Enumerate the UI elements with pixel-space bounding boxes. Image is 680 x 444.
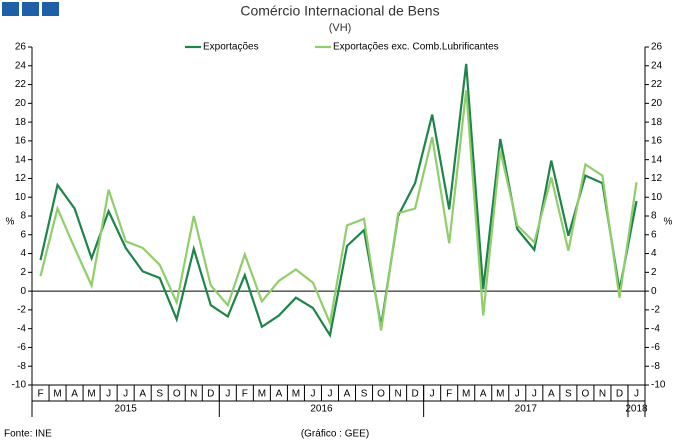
x-tick-label: N: [190, 389, 197, 400]
y-tick-label: 26: [15, 42, 27, 53]
y2-tick-label: -8: [651, 361, 660, 372]
y-axis-label: %: [6, 217, 15, 228]
x-tick-label: F: [446, 389, 452, 400]
x-tick-label: S: [156, 389, 163, 400]
x-tick-label: M: [87, 389, 95, 400]
x-tick-label: M: [462, 389, 470, 400]
y2-tick-label: 6: [651, 229, 657, 240]
y2-tick-label: 2: [651, 267, 657, 278]
y2-tick-label: 26: [651, 42, 663, 53]
y2-tick-label: 22: [651, 79, 663, 90]
x-tick-label: J: [123, 389, 128, 400]
x-tick-label: A: [344, 389, 351, 400]
y-tick-label: -2: [17, 305, 26, 316]
x-tick-label: O: [377, 389, 385, 400]
x-tick-label: M: [53, 389, 61, 400]
year-label: 2018: [625, 404, 648, 415]
x-tick-label: M: [258, 389, 266, 400]
y2-tick-label: 18: [651, 117, 663, 128]
y-tick-label: 8: [20, 211, 26, 222]
x-tick-label: J: [532, 389, 537, 400]
x-tick-label: A: [71, 389, 78, 400]
credit: (Gráfico : GEE): [301, 429, 369, 440]
series-line: [39, 90, 638, 331]
y2-tick-label: -10: [651, 380, 666, 391]
x-tick-label: A: [139, 389, 146, 400]
x-tick-label: A: [480, 389, 487, 400]
x-tick-label: J: [310, 389, 315, 400]
x-tick-label: J: [106, 389, 111, 400]
y2-tick-label: 0: [651, 286, 657, 297]
x-tick-label: J: [515, 389, 520, 400]
x-tick-label: F: [37, 389, 43, 400]
y2-tick-label: 24: [651, 60, 663, 71]
y-tick-label: 20: [15, 98, 27, 109]
x-tick-label: J: [225, 389, 230, 400]
y-tick-label: 4: [20, 248, 26, 259]
y-tick-label: -8: [17, 361, 26, 372]
y-tick-label: 22: [15, 79, 27, 90]
year-label: 2017: [515, 404, 538, 415]
y2-tick-label: -2: [651, 305, 660, 316]
logo: [2, 2, 19, 16]
x-tick-label: D: [412, 389, 419, 400]
y2-tick-label: -4: [651, 323, 660, 334]
x-tick-label: O: [173, 389, 181, 400]
logo: [42, 2, 59, 16]
x-tick-label: S: [565, 389, 572, 400]
x-tick-label: A: [276, 389, 283, 400]
y-tick-label: 2: [20, 267, 26, 278]
y-tick-label: 6: [20, 229, 26, 240]
y-tick-label: 14: [15, 154, 27, 165]
y-tick-label: 12: [15, 173, 27, 184]
chart-title: Comércio Internacional de Bens: [240, 3, 439, 19]
y2-tick-label: 8: [651, 211, 657, 222]
x-tick-label: J: [430, 389, 435, 400]
x-tick-label: M: [292, 389, 300, 400]
y2-tick-label: 20: [651, 98, 663, 109]
y-tick-label: -4: [17, 323, 26, 334]
x-tick-label: S: [361, 389, 368, 400]
x-tick-label: D: [207, 389, 214, 400]
y-tick-label: 0: [20, 286, 26, 297]
source: Fonte: INE: [4, 429, 52, 440]
y-tick-label: 24: [15, 60, 27, 71]
x-tick-label: J: [634, 389, 639, 400]
legend-label: Exportações exc. Comb.Lubrificantes: [333, 42, 499, 53]
y2-tick-label: 10: [651, 192, 663, 203]
y2-tick-label: -6: [651, 342, 660, 353]
x-tick-label: J: [327, 389, 332, 400]
y-tick-label: -6: [17, 342, 26, 353]
y2-tick-label: 16: [651, 136, 663, 147]
y-tick-label: 10: [15, 192, 27, 203]
x-tick-label: M: [496, 389, 504, 400]
x-tick-label: A: [548, 389, 555, 400]
year-label: 2016: [310, 404, 333, 415]
year-label: 2015: [115, 404, 138, 415]
x-tick-label: O: [582, 389, 590, 400]
series-line: [39, 63, 638, 339]
y-tick-label: 18: [15, 117, 27, 128]
logo: [22, 2, 39, 16]
x-tick-label: N: [394, 389, 401, 400]
legend-label: Exportações: [203, 42, 259, 53]
y-tick-label: 16: [15, 136, 27, 147]
y2-tick-label: 4: [651, 248, 657, 259]
y2-axis-label: %: [664, 217, 673, 228]
y2-tick-label: 14: [651, 154, 663, 165]
y-tick-label: -10: [12, 380, 27, 391]
x-tick-label: F: [242, 389, 248, 400]
x-tick-label: N: [599, 389, 606, 400]
x-tick-label: D: [616, 389, 623, 400]
chart-subtitle: (VH): [329, 22, 352, 34]
y2-tick-label: 12: [651, 173, 663, 184]
